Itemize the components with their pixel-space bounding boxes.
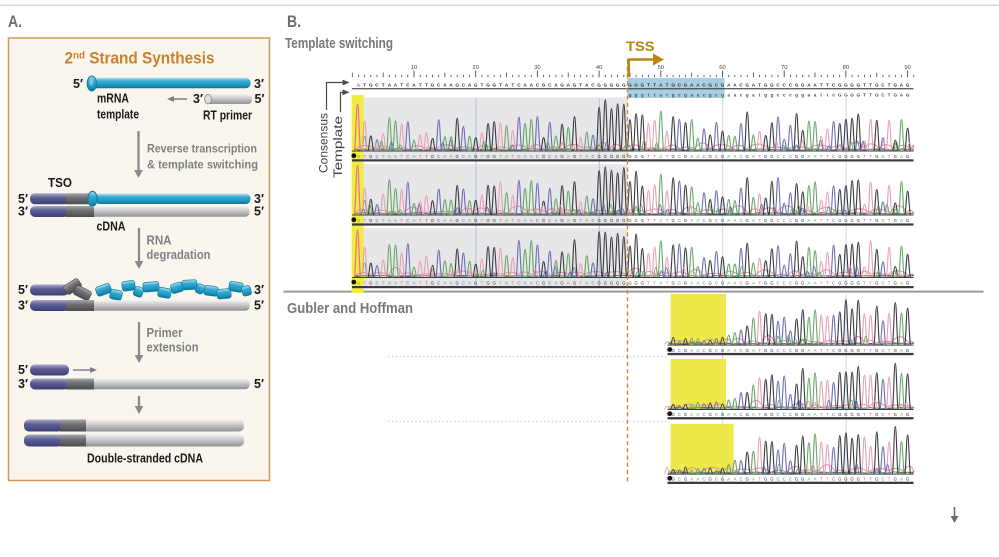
svg-text:template: template xyxy=(97,108,139,122)
svg-text:TSO: TSO xyxy=(48,176,72,190)
svg-text:5′: 5′ xyxy=(18,283,28,297)
svg-text:5′: 5′ xyxy=(254,299,264,313)
svg-text:TSS: TSS xyxy=(626,39,655,54)
svg-text:30: 30 xyxy=(534,65,540,71)
svg-text:3′: 3′ xyxy=(193,92,203,106)
svg-text:3′: 3′ xyxy=(18,299,28,313)
svg-text:5′: 5′ xyxy=(18,192,28,206)
svg-text:cDNA: cDNA xyxy=(97,220,126,234)
svg-text:5′: 5′ xyxy=(73,77,83,91)
svg-text:50: 50 xyxy=(658,65,664,71)
svg-text:Double-stranded cDNA: Double-stranded cDNA xyxy=(87,451,203,466)
svg-text:Gubler and Hoffman: Gubler and Hoffman xyxy=(287,300,413,317)
svg-text:70: 70 xyxy=(781,65,787,71)
svg-text:Primer: Primer xyxy=(147,326,183,340)
svg-text:degradation: degradation xyxy=(147,248,211,262)
svg-text:80: 80 xyxy=(843,65,849,71)
svg-text:90: 90 xyxy=(904,65,910,71)
svg-text:3′: 3′ xyxy=(254,192,264,206)
svg-text:20: 20 xyxy=(472,65,478,71)
svg-text:3′: 3′ xyxy=(18,205,28,219)
svg-text:40: 40 xyxy=(596,65,602,71)
svg-text:3′: 3′ xyxy=(254,77,264,91)
svg-text:10: 10 xyxy=(411,65,417,71)
svg-text:Consensus: Consensus xyxy=(319,113,331,173)
svg-text:5′: 5′ xyxy=(18,363,28,377)
svg-text:3′: 3′ xyxy=(18,377,28,391)
svg-text:RNA: RNA xyxy=(147,234,172,248)
svg-text:mRNA: mRNA xyxy=(97,92,129,106)
svg-text:2nd Strand Synthesis: 2nd Strand Synthesis xyxy=(65,50,215,68)
svg-text:60: 60 xyxy=(719,65,725,71)
svg-text:& template switching: & template switching xyxy=(147,158,258,172)
svg-text:3′: 3′ xyxy=(254,283,264,297)
svg-text:5′: 5′ xyxy=(254,377,264,391)
svg-text:Reverse transcription: Reverse transcription xyxy=(147,142,257,156)
svg-text:Template: Template xyxy=(333,116,345,178)
svg-text:Template switching: Template switching xyxy=(285,35,393,52)
svg-text:extension: extension xyxy=(147,341,199,355)
svg-text:5′: 5′ xyxy=(254,205,264,219)
svg-text:RT primer: RT primer xyxy=(203,109,252,123)
svg-text:A.: A. xyxy=(8,13,22,31)
svg-text:B.: B. xyxy=(287,13,301,31)
svg-text:5′: 5′ xyxy=(255,92,265,106)
